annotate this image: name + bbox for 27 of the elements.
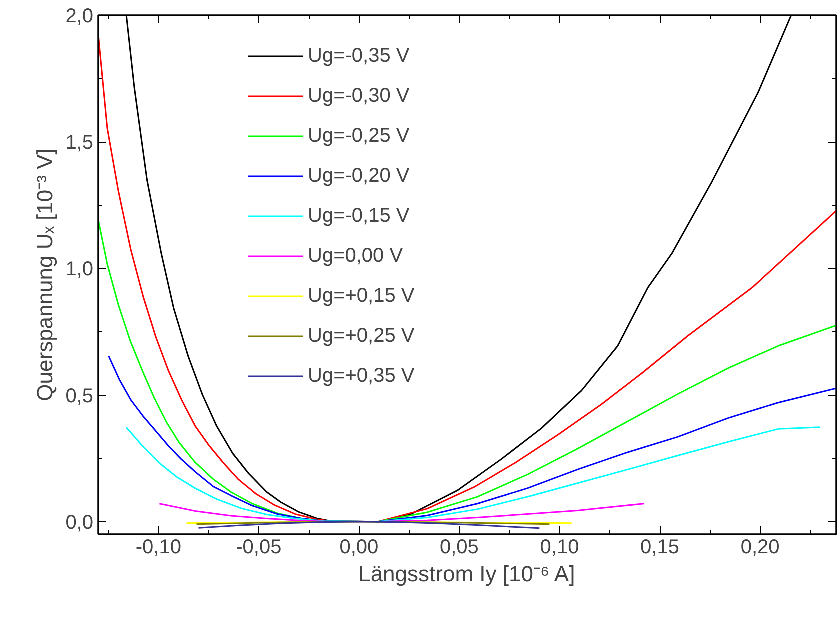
legend-label: Ug=-0,25 V (308, 124, 410, 148)
legend-label: Ug=-0,15 V (308, 204, 410, 228)
y-tick-label: 0,5 (66, 385, 94, 408)
x-tick-label: -0,05 (236, 536, 282, 558)
line-series (108, 356, 836, 523)
legend-label: Ug=-0,35 V (308, 44, 410, 68)
x-axis-title: Längsstrom Iy [10⁻⁶ A] (358, 562, 576, 586)
y-tick-label: 1,5 (66, 132, 94, 154)
legend-label: Ug=+0,25 V (308, 324, 415, 348)
x-tick-label: 0,10 (540, 536, 580, 558)
legend-label: Ug=0,00 V (308, 244, 404, 268)
legend-label: Ug=+0,35 V (308, 364, 415, 388)
y-tick-label: 2,0 (66, 6, 94, 28)
line-series (126, 426, 822, 523)
x-tick-label: -0,10 (136, 536, 182, 558)
y-axis-title: Querspannung Uₓ [10⁻³ V] (32, 148, 58, 402)
legend-label: Ug=+0,15 V (308, 284, 415, 308)
y-tick-label: 0,0 (66, 512, 94, 534)
line-series (198, 521, 540, 530)
x-tick-label: 0,05 (440, 536, 479, 558)
legend-label: Ug=-0,20 V (308, 164, 410, 188)
y-tick-label: 1,0 (66, 258, 94, 281)
x-tick-label: 0,20 (740, 536, 780, 558)
x-tick-label: 0,00 (340, 536, 379, 558)
x-tick-label: 0,15 (640, 536, 680, 558)
legend-label: Ug=-0,30 V (308, 84, 410, 108)
line-series (158, 503, 645, 523)
